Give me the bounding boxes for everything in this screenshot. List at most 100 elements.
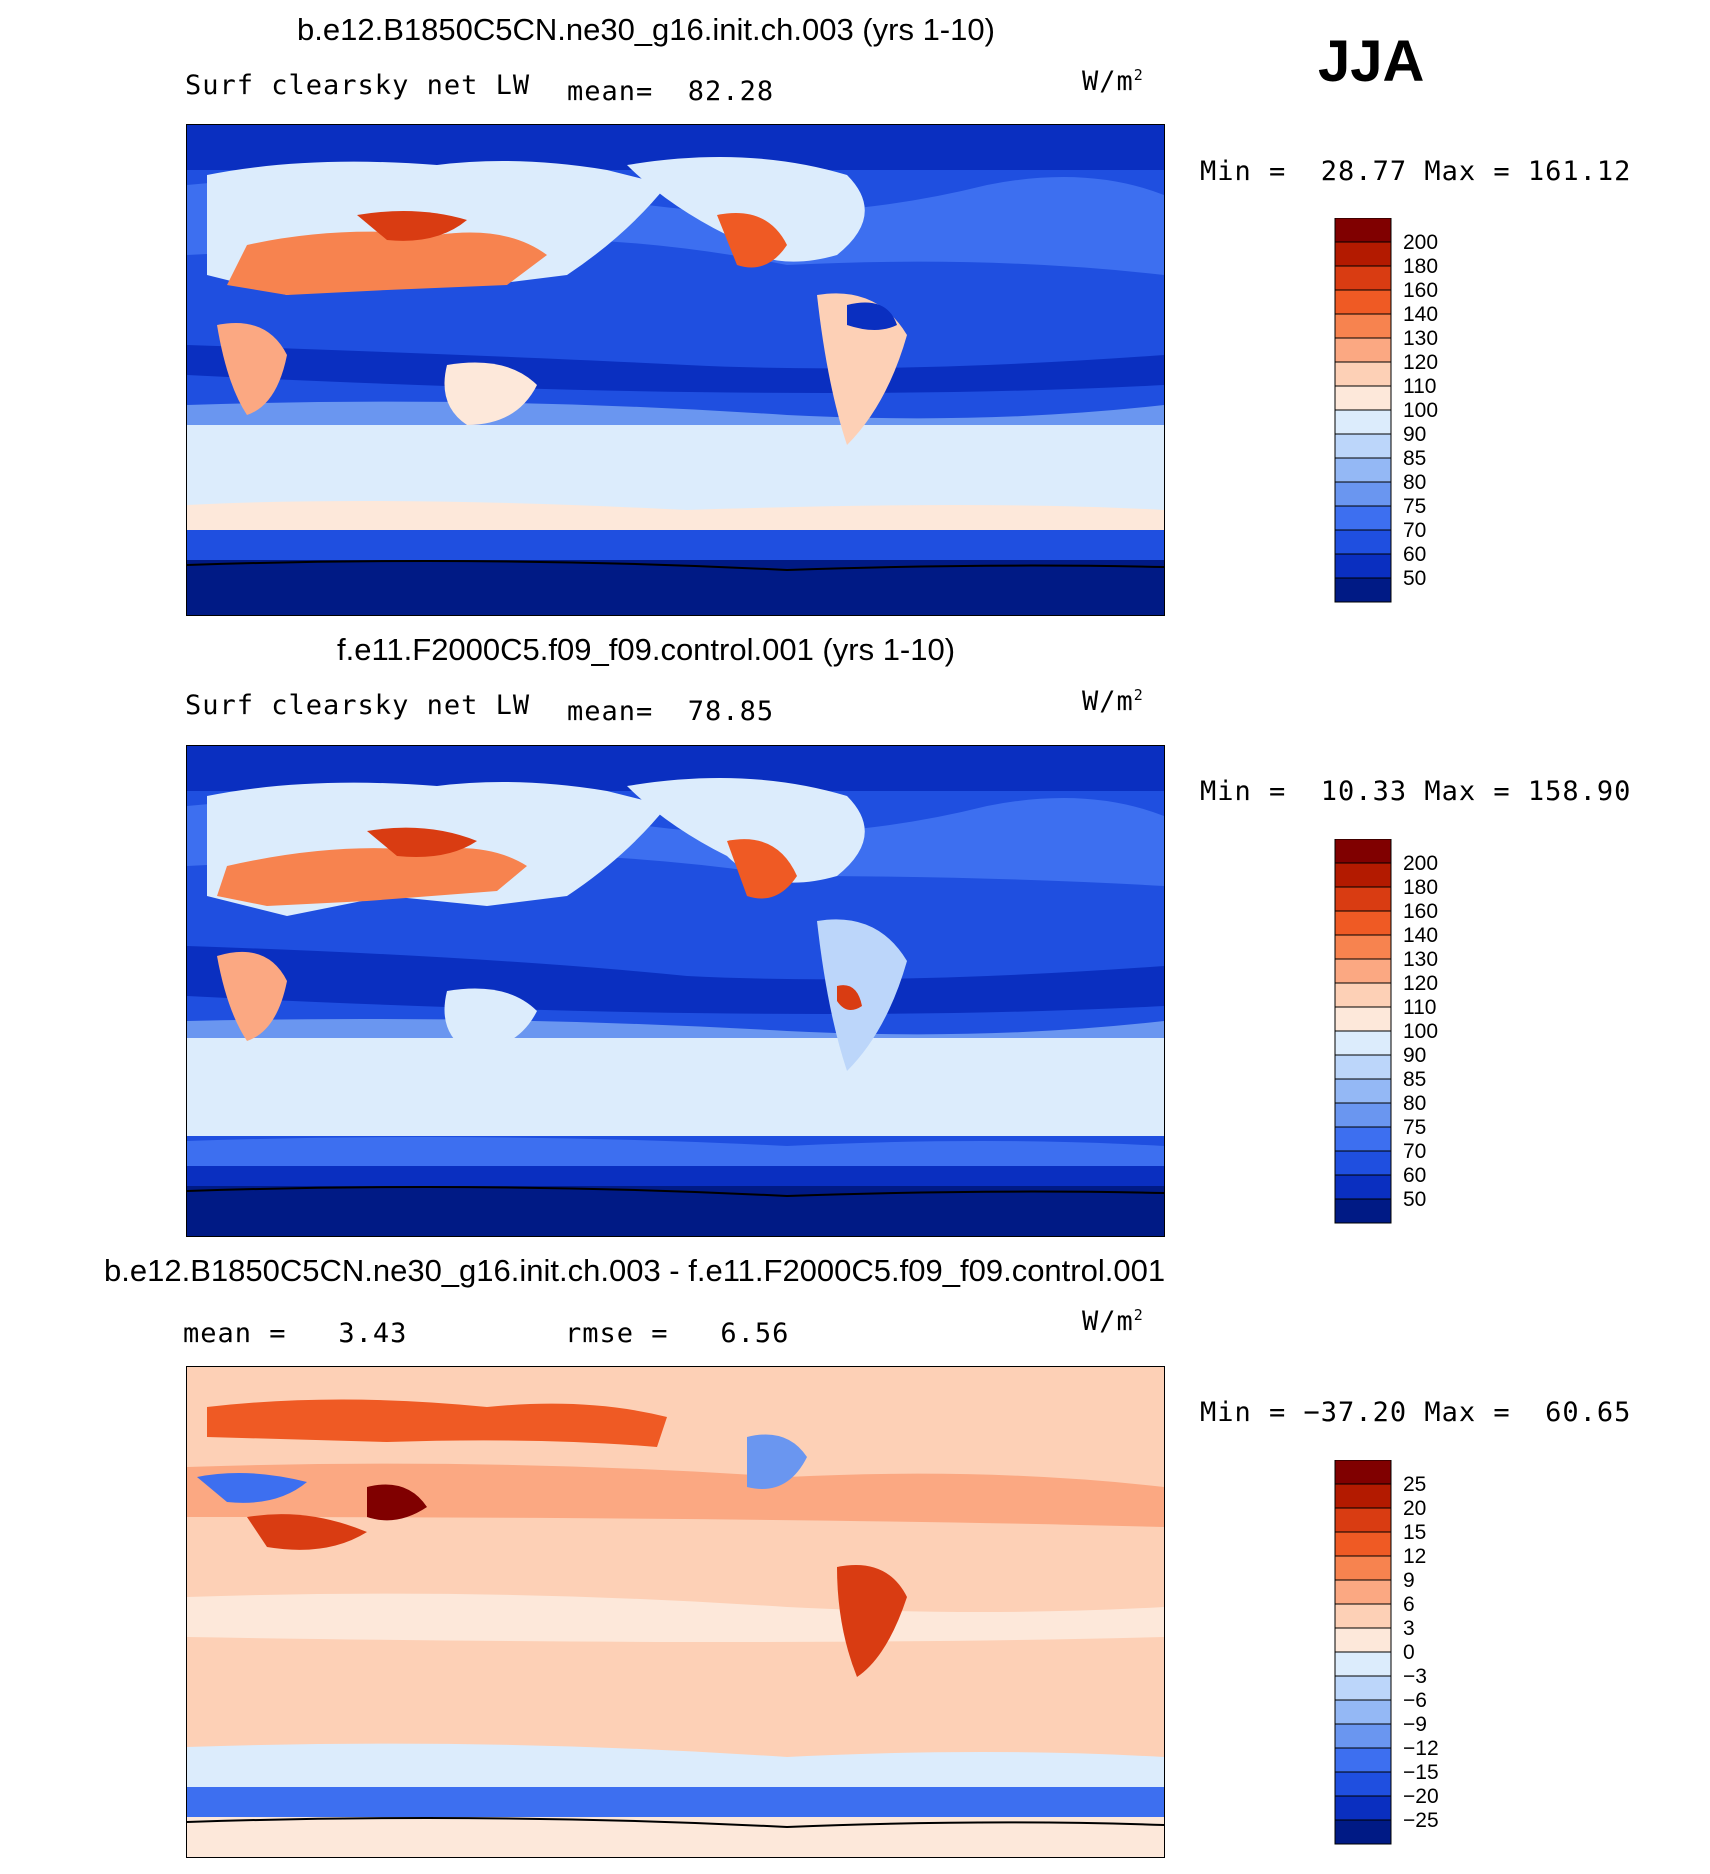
central-asia-hot — [357, 211, 467, 241]
panel2-title: f.e11.F2000C5.f09_f09.control.001 (yrs 1… — [337, 632, 956, 667]
colorbar-swatch — [1334, 982, 1392, 1008]
panel1-units-exp: 2 — [1133, 66, 1144, 84]
colorbar-tick-label: 20 — [1403, 1497, 1426, 1520]
panel3-max-label: Max = — [1424, 1397, 1511, 1428]
colorbar-swatch — [1334, 1795, 1392, 1821]
panel3-map-svg — [187, 1367, 1164, 1857]
diff-south-band — [187, 1743, 1164, 1787]
diff-europe-cool — [197, 1473, 307, 1503]
colorbar-swatch — [1334, 337, 1392, 363]
colorbar-tick-label: 110 — [1403, 996, 1436, 1019]
panel1-mean: mean= 82.28 — [567, 76, 774, 107]
colorbar-swatch — [1334, 1699, 1392, 1725]
southern-ocean — [187, 1166, 1164, 1186]
australia — [444, 988, 537, 1051]
sahara-tibet-warm — [227, 231, 547, 295]
colorbar-tick-label: −25 — [1403, 1809, 1439, 1832]
panel3-title: b.e12.B1850C5CN.ne30_g16.init.ch.003 - f… — [104, 1253, 1166, 1288]
colorbar-swatch — [1334, 1819, 1392, 1845]
panel2-max-label: Max = — [1424, 776, 1511, 807]
diff-siberia-warm — [207, 1399, 667, 1447]
panel3-mean-value: 3.43 — [338, 1318, 408, 1349]
colorbar-tick-label: 50 — [1403, 567, 1426, 590]
colorbar-tick-label: 50 — [1403, 1188, 1426, 1211]
diff-southamerica-warm — [837, 1565, 907, 1677]
colorbar-tick-label: 60 — [1403, 1164, 1426, 1187]
south-america — [817, 919, 907, 1071]
tropical-band — [187, 946, 1164, 1014]
andes-hot — [837, 985, 862, 1010]
diff-southern-ocean — [187, 1787, 1164, 1817]
panel1-units-base: W/m — [1082, 66, 1134, 97]
colorbar-tick-label: 130 — [1403, 327, 1438, 350]
colorbar-swatch — [1334, 529, 1392, 555]
subtropic-transition — [187, 401, 1164, 425]
colorbar-tick-label: −12 — [1403, 1737, 1439, 1760]
colorbar-swatch — [1334, 910, 1392, 936]
panel3-rmse-label: rmse = — [565, 1318, 669, 1349]
colorbar-tick-label: 120 — [1403, 972, 1438, 995]
southern-africa — [217, 951, 287, 1041]
colorbar-swatch — [1334, 577, 1392, 603]
panel2-max-value: 158.90 — [1527, 776, 1632, 807]
colorbar-tick-label: −3 — [1403, 1665, 1427, 1688]
colorbar-tick-label: 90 — [1403, 423, 1426, 446]
colorbar-swatch — [1334, 313, 1392, 339]
panel3-units-base: W/m — [1082, 1306, 1134, 1337]
panel3-min-label: Min = — [1200, 1397, 1287, 1428]
panel2-units: W/m2 — [1082, 686, 1144, 717]
panel1-units: W/m2 — [1082, 66, 1144, 97]
panel3-units-exp: 2 — [1133, 1306, 1144, 1324]
diff-us-cool — [747, 1434, 807, 1489]
colorbar-tick-label: 110 — [1403, 375, 1436, 398]
panel2-mean-value: 78.85 — [687, 696, 775, 727]
colorbar-swatch — [1334, 505, 1392, 531]
colorbar-tick-label: 85 — [1403, 447, 1426, 470]
panel2-mean-label: mean= — [567, 696, 654, 727]
colorbar-swatch — [1334, 433, 1392, 459]
colorbar-tick-label: 0 — [1403, 1641, 1415, 1664]
diff-north-band — [187, 1463, 1164, 1527]
colorbar-tick-label: −15 — [1403, 1761, 1439, 1784]
colorbar-swatch — [1334, 218, 1392, 243]
colorbar-swatch — [1334, 1483, 1392, 1509]
colorbar-tick-label: 80 — [1403, 1092, 1426, 1115]
panel3-rmse: rmse = 6.56 — [565, 1318, 789, 1349]
panel1-minmax: Min = 28.77 Max = 161.12 — [1200, 156, 1631, 187]
us-southwest-hot — [727, 839, 797, 899]
antarctic-coast — [187, 1817, 1164, 1829]
north-america — [627, 778, 865, 883]
colorbar-tick-label: 180 — [1403, 876, 1438, 899]
colorbar-swatch — [1334, 1507, 1392, 1533]
panel2-map — [186, 745, 1165, 1237]
panel1-min-value: 28.77 — [1320, 156, 1408, 187]
colorbar-tick-label: 140 — [1403, 924, 1438, 947]
colorbar-swatch — [1334, 839, 1392, 864]
colorbar-tick-label: 100 — [1403, 399, 1438, 422]
colorbar-tick-label: −20 — [1403, 1785, 1439, 1808]
diff-antarctica — [187, 1817, 1164, 1857]
panel3-map — [186, 1366, 1165, 1858]
antarctic-coast — [187, 1186, 1164, 1198]
colorbar-swatch — [1334, 1531, 1392, 1557]
colorbar-swatch — [1334, 1030, 1392, 1056]
north-america — [627, 157, 865, 262]
colorbar-swatch — [1334, 1771, 1392, 1797]
colorbar-tick-label: 130 — [1403, 948, 1438, 971]
colorbar-swatch — [1334, 553, 1392, 579]
panel2-map-svg — [187, 746, 1164, 1236]
colorbar-tick-label: 70 — [1403, 519, 1426, 542]
panel2-variable: Surf clearsky net LW — [185, 690, 531, 721]
diff-tropic-band — [187, 1593, 1164, 1642]
panel1-max-label: Max = — [1424, 156, 1511, 187]
subtropic-south — [187, 1036, 1164, 1136]
subtropic-south — [187, 425, 1164, 515]
colorbar-swatch — [1334, 289, 1392, 315]
colorbar-swatch — [1334, 1078, 1392, 1104]
colorbar-tick-label: 12 — [1403, 1545, 1426, 1568]
colorbar-tick-label: 200 — [1403, 231, 1438, 254]
panel1-map-svg — [187, 125, 1164, 615]
colorbar-swatch — [1334, 1054, 1392, 1080]
